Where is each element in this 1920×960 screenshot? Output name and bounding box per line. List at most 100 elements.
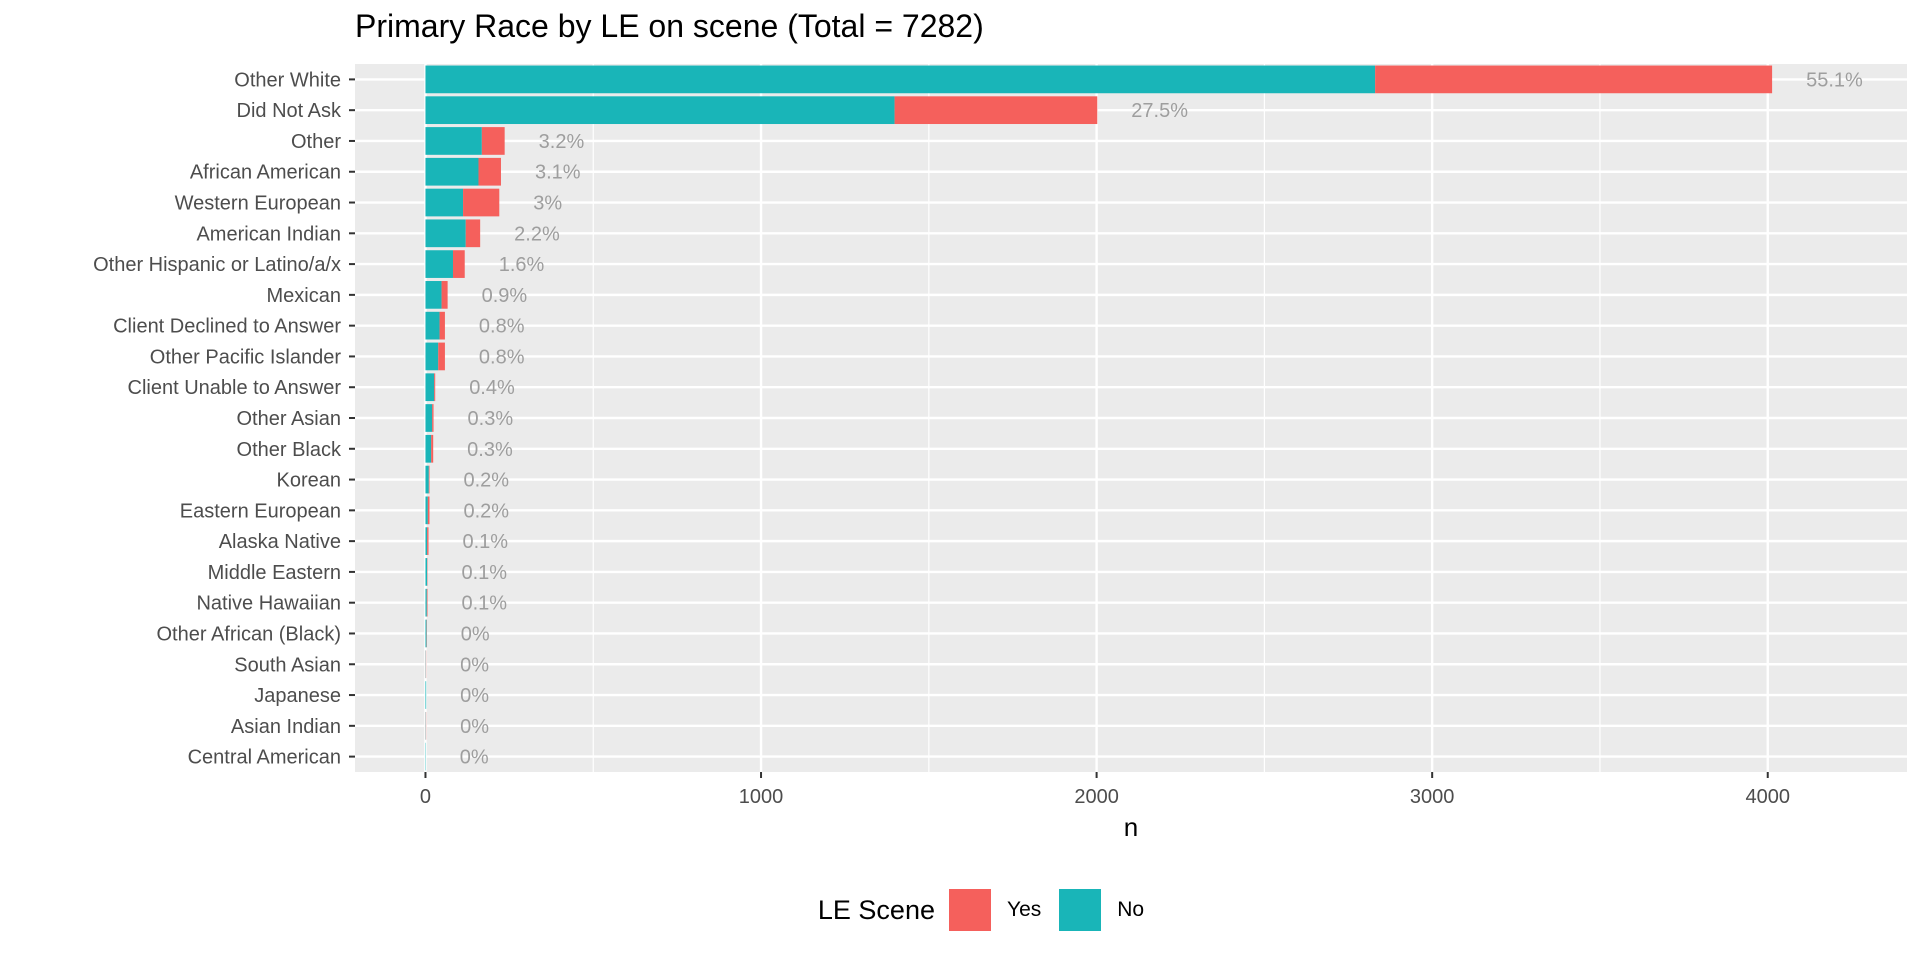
percent-label: 3%: [533, 193, 562, 215]
y-tick-label: Did Not Ask: [237, 100, 342, 122]
y-tick-label: Mexican: [267, 285, 341, 307]
x-tick-label: 0: [420, 786, 431, 808]
legend-items: Yes No: [948, 889, 1162, 931]
bar-no: [425, 496, 428, 525]
bar-no: [425, 127, 482, 155]
percent-label: 0.2%: [463, 470, 509, 492]
x-tick-label: 4000: [1745, 786, 1790, 808]
legend-key: [948, 889, 991, 931]
y-tick-label: Other Asian: [236, 408, 341, 430]
x-tick-label: 3000: [1410, 786, 1455, 808]
y-tick-label: Other Black: [237, 439, 342, 461]
percent-label: 3.1%: [535, 162, 581, 184]
y-tick-label: South Asian: [234, 654, 341, 676]
percent-label: 27.5%: [1131, 100, 1188, 122]
bar-no: [425, 281, 442, 309]
legend-title: LE Scene: [817, 894, 935, 925]
y-tick-label: Japanese: [254, 685, 341, 707]
percent-label: 0.3%: [467, 439, 513, 461]
percent-label: 0.3%: [468, 408, 514, 430]
y-tick-label: Native Hawaiian: [196, 593, 341, 615]
y-tick-label: African American: [190, 162, 341, 184]
x-tick-label: 1000: [739, 786, 784, 808]
bar-no: [425, 96, 895, 125]
grid-lines: [355, 64, 1907, 772]
bars: [425, 65, 1773, 771]
bar-no: [425, 527, 428, 555]
percent-label: 0%: [460, 716, 489, 738]
bar-yes: [478, 157, 501, 186]
y-tick-label: Korean: [277, 470, 342, 492]
chart-title: Primary Race by LE on scene (Total = 728…: [355, 8, 984, 44]
y-tick-label: Other African (Black): [156, 623, 341, 645]
bar-no: [425, 65, 1376, 94]
y-tick-label: American Indian: [196, 223, 341, 245]
bar-yes: [432, 404, 434, 432]
y-tick-label: Eastern European: [180, 500, 341, 522]
bar-yes: [463, 188, 500, 217]
bar-yes: [428, 465, 430, 494]
bar-no: [425, 434, 432, 463]
legend: LE Scene Yes No: [0, 880, 1920, 940]
bar-no: [425, 558, 428, 586]
percent-label: 0.8%: [479, 316, 525, 338]
bar-yes: [465, 219, 481, 248]
bar-no: [425, 188, 464, 217]
percent-label: 3.2%: [539, 131, 585, 153]
bar-yes: [426, 588, 428, 617]
y-axis: Other White Did Not Ask Other African Ameri…: [93, 69, 355, 769]
percent-label: 0.1%: [461, 562, 507, 584]
bar-no: [425, 404, 433, 432]
chart-plot: 55.1% 27.5% 3.2% 3.1% 3% 2.2% 1.6% 0.9% 0.8% 0.8%…: [93, 64, 1907, 842]
bar-no: [425, 157, 479, 186]
percent-label: 0.1%: [461, 593, 507, 615]
y-tick-label: Alaska Native: [219, 531, 341, 553]
bar-no: [425, 250, 453, 278]
bar-no: [425, 588, 427, 617]
bar-yes: [438, 342, 445, 371]
percent-label: 0%: [461, 623, 490, 645]
percent-label: 0%: [460, 654, 489, 676]
bar-no: [425, 373, 435, 402]
y-tick-label: Central American: [188, 747, 341, 769]
y-tick-label: Other: [291, 131, 341, 153]
bar-yes: [452, 250, 465, 278]
percent-label: 0.9%: [482, 285, 528, 307]
x-axis-title: n: [1124, 812, 1138, 842]
bar-yes: [427, 496, 430, 525]
bar-yes: [441, 281, 448, 309]
bar-no: [425, 342, 439, 371]
x-tick-label: 2000: [1074, 786, 1119, 808]
y-tick-label: Other Hispanic or Latino/a/x: [93, 254, 341, 276]
bar-yes: [1375, 65, 1773, 94]
bar-no: [425, 219, 466, 248]
y-tick-label: Middle Eastern: [208, 562, 341, 584]
bar-yes: [481, 127, 505, 155]
bar-no: [425, 619, 427, 648]
bar-yes: [894, 96, 1098, 125]
percent-label: 0.4%: [469, 377, 515, 399]
percent-label: 0.2%: [463, 500, 509, 522]
bar-yes: [427, 527, 429, 555]
percent-labels: 55.1% 27.5% 3.2% 3.1% 3% 2.2% 1.6% 0.9% 0.8% 0.8%…: [460, 69, 1863, 768]
percent-label: 0.1%: [462, 531, 508, 553]
bar-no: [425, 681, 427, 709]
y-tick-label: Client Unable to Answer: [128, 377, 342, 399]
y-tick-label: Other White: [234, 69, 341, 91]
y-tick-label: Asian Indian: [231, 716, 341, 738]
legend-item-no: No: [1059, 889, 1144, 931]
legend-item-yes: Yes: [948, 889, 1042, 931]
x-axis: 0 1000 2000 3000 4000: [420, 772, 1790, 808]
legend-key: [1059, 889, 1102, 931]
percent-label: 0%: [460, 747, 489, 769]
bar-no: [425, 465, 429, 494]
percent-label: 0%: [460, 685, 489, 707]
percent-label: 0.8%: [479, 346, 525, 368]
percent-label: 1.6%: [499, 254, 545, 276]
legend-label: No: [1117, 898, 1145, 921]
percent-label: 2.2%: [514, 223, 560, 245]
legend-label: Yes: [1006, 898, 1042, 921]
bar-yes: [431, 434, 434, 463]
percent-label: 55.1%: [1806, 69, 1863, 91]
y-tick-label: Other Pacific Islander: [150, 346, 342, 368]
